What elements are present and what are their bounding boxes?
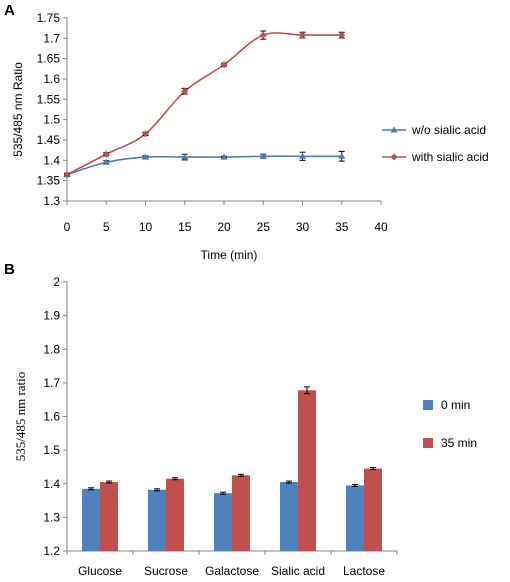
y-tick-label: 1.55 [37, 92, 61, 106]
category-label: Glucose [78, 564, 122, 578]
bar-chart: 1.2 1.3 1.4 1.5 1.6 1.7 1.8 1.9 2 Glucose Sucrose G… [13, 275, 477, 578]
y-axis-title: 535/485 nm Ratio [11, 62, 25, 157]
line-chart-series [63, 30, 346, 179]
y-tick-label: 1.3 [43, 510, 60, 524]
data-point [338, 31, 346, 39]
legend-marker [390, 126, 398, 133]
line-chart: 1.3 1.35 1.4 1.45 1.5 1.55 1.6 1.65 1.7 1.75 0 5 10 1… [11, 11, 489, 262]
data-point [102, 150, 110, 158]
series-line-1 [66, 155, 342, 176]
bar [298, 390, 316, 551]
bar [100, 482, 118, 551]
y-tick-label: 1.35 [37, 174, 61, 188]
x-tick-label: 40 [374, 220, 388, 234]
data-point [142, 130, 149, 138]
y-tick-label: 1.8 [43, 342, 60, 356]
y-tick-label: 1.75 [37, 11, 61, 25]
data-point [338, 152, 346, 159]
data-point [299, 152, 306, 159]
y-tick-label: 1.7 [43, 376, 60, 390]
category-label: Sucrose [144, 564, 188, 578]
y-tick-label: 1.3 [43, 194, 60, 208]
bar [364, 468, 382, 551]
data-point [142, 153, 149, 160]
data-point [259, 31, 267, 39]
y-tick-label: 1.6 [43, 72, 60, 86]
y-tick-label: 1.7 [43, 31, 60, 45]
line-chart-axes: 1.3 1.35 1.4 1.45 1.5 1.55 1.6 1.65 1.7 1.75 0 5 10 1… [37, 11, 388, 234]
category-label: Lactose [343, 564, 385, 578]
category-label: Sialic acid [271, 564, 325, 578]
data-point [220, 61, 228, 69]
x-tick-label: 15 [178, 220, 192, 234]
data-point [259, 152, 267, 159]
y-tick-label: 1.5 [43, 113, 60, 127]
x-tick-label: 35 [335, 220, 349, 234]
x-tick-label: 0 [64, 220, 71, 234]
category-label: Galactose [205, 564, 259, 578]
x-tick-label: 25 [257, 220, 271, 234]
bar [346, 485, 364, 551]
y-tick-label: 1.65 [37, 52, 61, 66]
x-tick-label: 5 [103, 220, 110, 234]
legend-marker [390, 153, 398, 161]
data-point [102, 158, 110, 165]
bar-chart-bars [82, 386, 382, 551]
bar [214, 493, 232, 551]
legend-swatch [423, 438, 433, 448]
y-tick-label: 1.45 [37, 133, 61, 147]
bar [82, 488, 100, 551]
bar [232, 475, 250, 551]
x-axis-title: Time (min) [201, 248, 258, 262]
legend-label: 35 min [441, 436, 477, 450]
y-tick-label: 1.4 [43, 477, 60, 491]
legend-label: w/o sialic acid [411, 123, 486, 137]
y-tick-label: 2 [53, 275, 60, 289]
panel-b-letter: B [4, 261, 15, 278]
bar [280, 482, 298, 551]
legend-swatch [423, 400, 433, 410]
x-tick-label: 10 [139, 220, 153, 234]
data-point [220, 153, 228, 160]
y-axis-title: 535/485 nm ratio [13, 372, 28, 462]
y-tick-label: 1.2 [43, 544, 60, 558]
line-chart-legend: w/o sialic acid with sialic acid [382, 123, 489, 164]
bar-chart-legend: 0 min 35 min [423, 398, 477, 450]
y-tick-label: 1.6 [43, 410, 60, 424]
data-point [181, 153, 189, 160]
data-point [299, 31, 306, 39]
panel-a-letter: A [4, 2, 15, 19]
y-tick-label: 1.5 [43, 443, 60, 457]
bar [148, 489, 166, 551]
x-tick-label: 20 [217, 220, 231, 234]
y-tick-label: 1.9 [43, 309, 60, 323]
legend-label: with sialic acid [411, 150, 489, 164]
bar [166, 478, 184, 551]
data-point [63, 171, 71, 179]
y-tick-label: 1.4 [43, 153, 60, 167]
x-tick-label: 30 [296, 220, 310, 234]
legend-label: 0 min [441, 398, 470, 412]
data-point [181, 87, 189, 95]
